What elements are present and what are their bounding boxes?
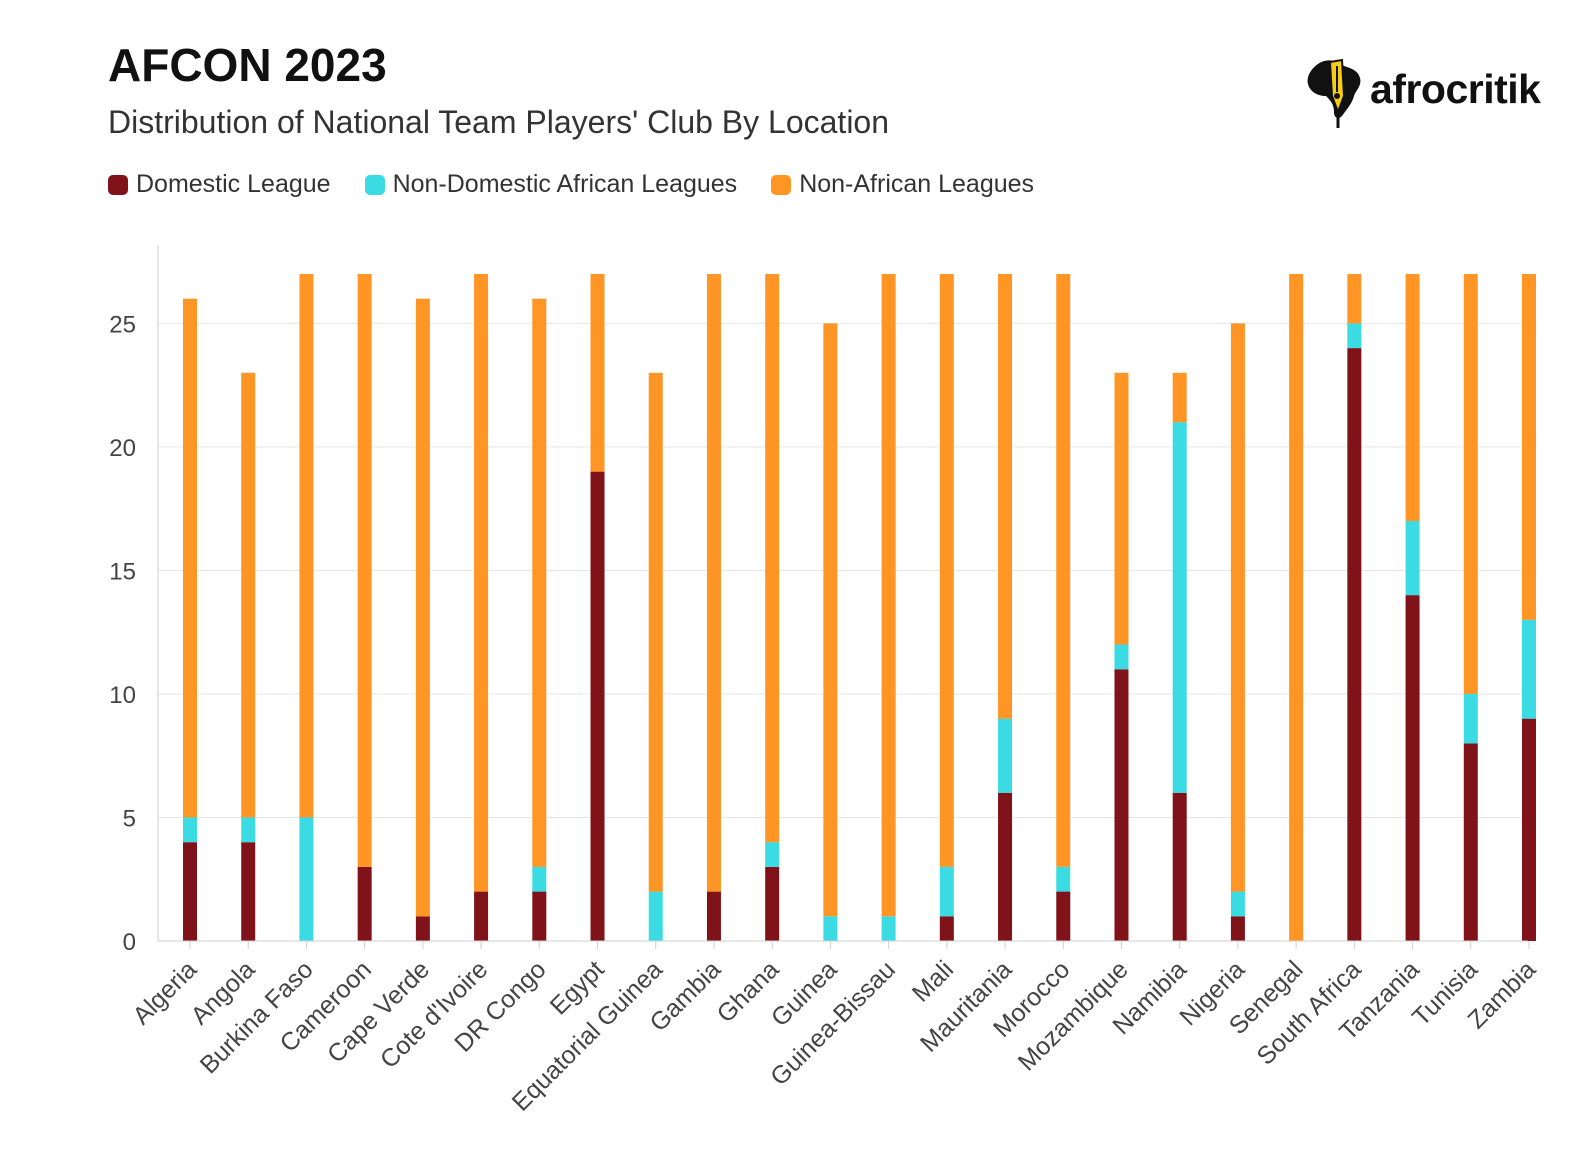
bar-segment-non-african[interactable] [357, 274, 372, 867]
bar-segment-domestic[interactable] [939, 916, 954, 941]
bar-segment-non-domestic-african[interactable] [532, 866, 547, 892]
bar-segment-domestic[interactable] [183, 842, 197, 941]
bar-segment-non-domestic-african[interactable] [823, 916, 838, 941]
bar-segment-non-african[interactable] [1056, 274, 1071, 867]
bar-segment-domestic[interactable] [1172, 792, 1187, 941]
bar-segment-domestic[interactable] [1347, 348, 1362, 942]
bar-segment-domestic[interactable] [241, 842, 256, 941]
bar-segment-domestic[interactable] [765, 866, 780, 941]
legend-item-non-african[interactable]: Non-African Leagues [771, 170, 1034, 199]
y-tick-label: 0 [123, 929, 136, 956]
chart-legend: Domestic League Non-Domestic African Lea… [108, 170, 1034, 199]
bar-segment-non-african[interactable] [998, 274, 1013, 719]
bar-segment-domestic[interactable] [998, 792, 1013, 941]
bar-segment-domestic[interactable] [532, 891, 547, 941]
bar-segment-non-domestic-african[interactable] [939, 866, 954, 917]
x-tick-label: Mali [907, 955, 959, 1007]
bar-segment-domestic[interactable] [1522, 718, 1536, 941]
bar-segment-domestic[interactable] [1405, 595, 1420, 941]
bar-segment-non-domestic-african[interactable] [1522, 619, 1536, 719]
bar-segment-domestic[interactable] [357, 866, 372, 941]
bar-segment-domestic[interactable] [590, 471, 605, 941]
bar-segment-non-african[interactable] [1114, 372, 1129, 645]
bar-segment-non-african[interactable] [241, 372, 256, 818]
y-axis-ticks: 0 5 10 15 20 25 [109, 311, 136, 956]
chart-title: AFCON 2023 [108, 39, 387, 91]
bar-segment-non-domestic-african[interactable] [1405, 521, 1420, 596]
bar-segment-non-domestic-african[interactable] [1172, 422, 1187, 793]
bar-segment-non-african[interactable] [474, 274, 489, 892]
bar-segment-non-domestic-african[interactable] [1463, 693, 1478, 744]
x-tick-label: Algeria [127, 955, 202, 1030]
y-tick-label: 10 [109, 682, 136, 709]
bar-segment-domestic[interactable] [1114, 669, 1129, 941]
bar-segment-domestic[interactable] [1463, 743, 1478, 941]
bar-segment-non-african[interactable] [1347, 274, 1362, 324]
bar-segment-domestic[interactable] [706, 891, 721, 941]
y-tick-label: 15 [109, 558, 136, 585]
bar-segment-non-domestic-african[interactable] [998, 718, 1013, 793]
logo-text: afrocritik [1370, 66, 1541, 112]
bar-segment-non-african[interactable] [1463, 274, 1478, 694]
bar-segment-non-african[interactable] [1172, 372, 1187, 423]
legend-label-domestic: Domestic League [136, 170, 331, 198]
afrocritik-logo: afrocritik [1304, 56, 1554, 134]
bar-segment-non-domestic-african[interactable] [1230, 891, 1245, 917]
bar-segment-non-african[interactable] [1289, 274, 1304, 941]
bar-segment-domestic[interactable] [1056, 891, 1071, 941]
legend-item-non-domestic-african[interactable]: Non-Domestic African Leagues [364, 170, 738, 199]
bar-segment-non-african[interactable] [532, 298, 547, 867]
legend-swatch-domestic [108, 174, 128, 195]
y-tick-label: 25 [109, 311, 136, 338]
bar-segment-non-domestic-african[interactable] [183, 817, 197, 843]
bar-segment-non-domestic-african[interactable] [241, 817, 256, 843]
bar-segment-non-african[interactable] [881, 274, 896, 917]
bar-segment-non-african[interactable] [1230, 323, 1245, 892]
bar-segment-non-african[interactable] [590, 274, 605, 472]
bar-segment-non-african[interactable] [706, 274, 721, 892]
bars [183, 274, 1536, 942]
bar-segment-non-african[interactable] [939, 274, 954, 867]
bar-segment-non-african[interactable] [299, 274, 314, 818]
bar-segment-domestic[interactable] [1230, 916, 1245, 941]
bar-segment-non-african[interactable] [765, 274, 780, 843]
bar-segment-non-domestic-african[interactable] [648, 891, 663, 941]
legend-swatch-non-african [771, 174, 792, 195]
bar-segment-non-domestic-african[interactable] [299, 817, 314, 941]
legend-label-non-domestic-african: Non-Domestic African Leagues [392, 170, 738, 198]
bar-segment-non-domestic-african[interactable] [1347, 323, 1362, 349]
chart-subtitle: Distribution of National Team Players' C… [108, 104, 890, 140]
bar-segment-non-african[interactable] [415, 298, 430, 917]
bar-segment-domestic[interactable] [474, 891, 489, 941]
bar-segment-domestic[interactable] [415, 916, 430, 941]
legend-item-domestic[interactable]: Domestic League [108, 170, 331, 199]
bar-segment-non-african[interactable] [648, 372, 663, 892]
bar-segment-non-domestic-african[interactable] [881, 916, 896, 941]
y-tick-label: 5 [123, 805, 136, 832]
bar-segment-non-african[interactable] [1522, 274, 1536, 620]
bar-segment-non-african[interactable] [183, 298, 197, 818]
bar-segment-non-domestic-african[interactable] [765, 842, 780, 867]
legend-swatch-non-domestic-african [364, 174, 385, 195]
africa-pen-nib-icon [1307, 58, 1361, 128]
bar-segment-non-african[interactable] [823, 323, 838, 917]
bar-segment-non-african[interactable] [1405, 274, 1420, 522]
bar-segment-non-domestic-african[interactable] [1056, 866, 1071, 892]
y-tick-label: 20 [109, 435, 136, 462]
bar-segment-non-domestic-african[interactable] [1114, 644, 1129, 670]
legend-label-non-african: Non-African Leagues [799, 170, 1035, 198]
